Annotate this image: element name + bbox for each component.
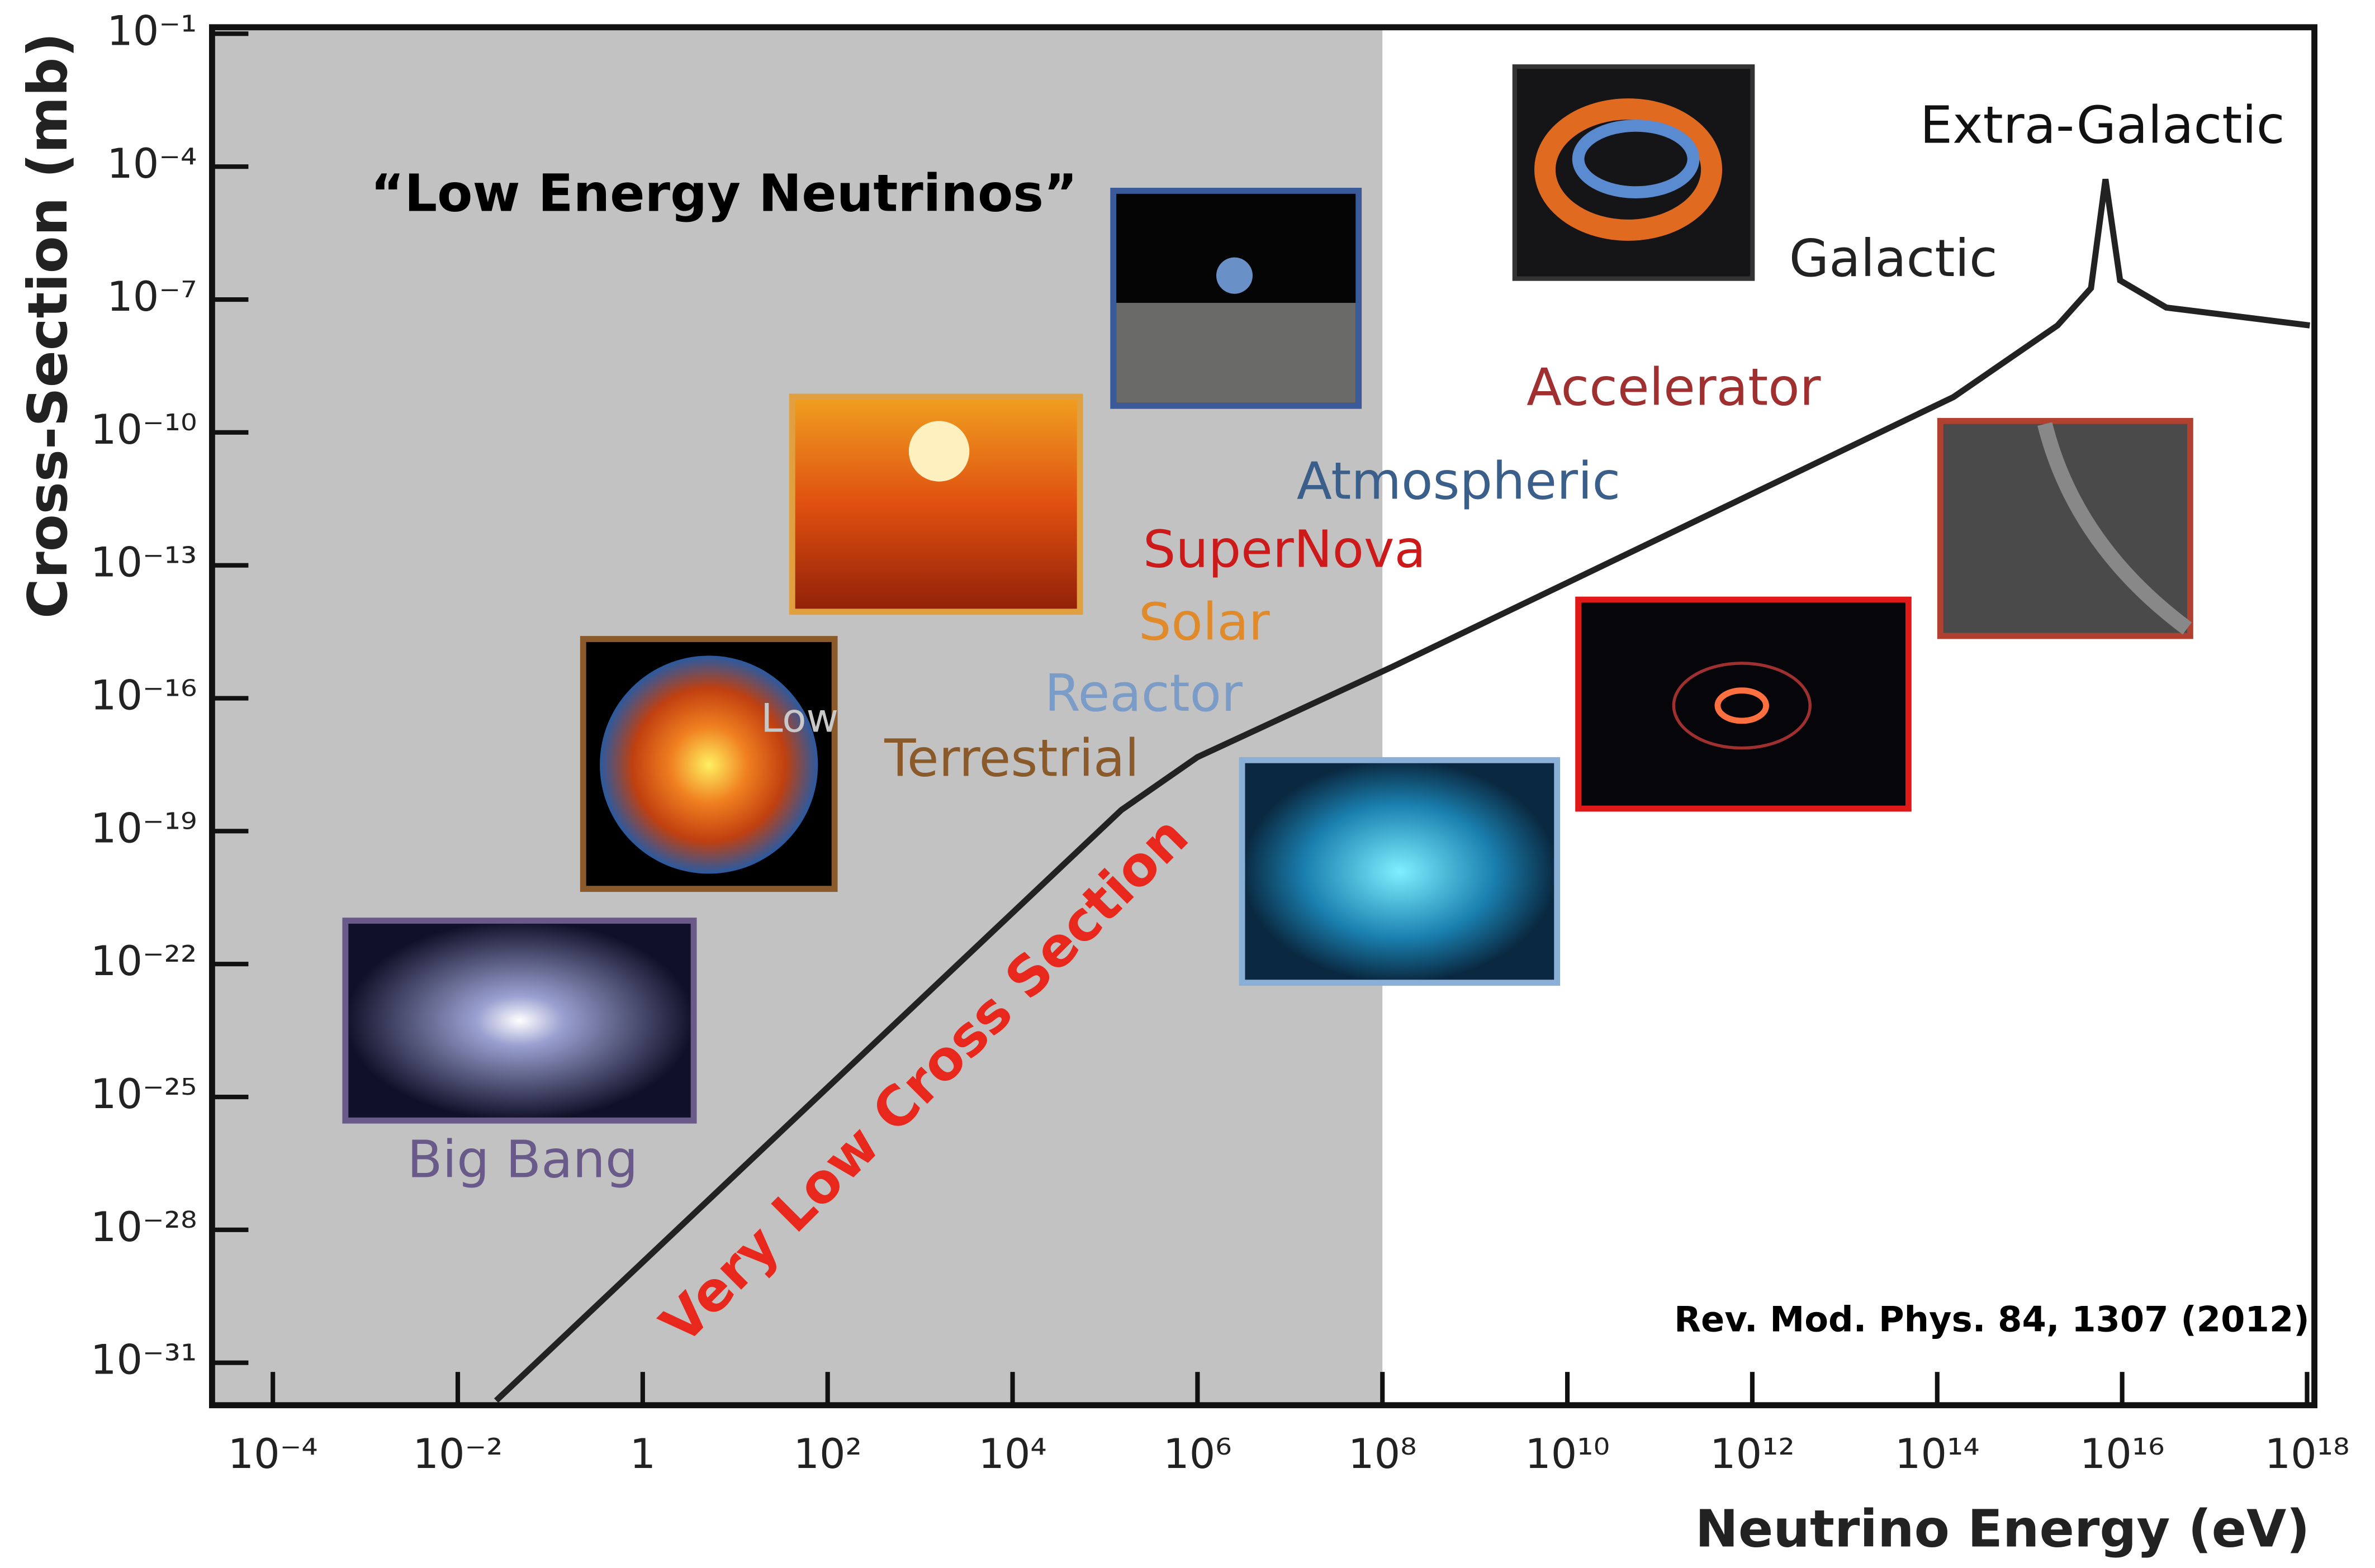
y-tick-label: 10⁻³¹ bbox=[91, 1337, 197, 1384]
annotation: SuperNova bbox=[1143, 519, 1426, 579]
annotation: Rev. Mod. Phys. 84, 1307 (2012) bbox=[1674, 1299, 2310, 1340]
pictures bbox=[342, 64, 2193, 1124]
x-axis-title: Neutrino Energy (eV) bbox=[1695, 1499, 2310, 1559]
cross-section-curve bbox=[494, 178, 2311, 1403]
y-tick-label: 10⁻¹³ bbox=[91, 539, 197, 587]
y-axis-title: Cross-Section (mb) bbox=[16, 32, 80, 619]
x-tick-label: 10⁶ bbox=[1163, 1431, 1231, 1478]
y-tick-label: 10⁻²⁵ bbox=[91, 1071, 197, 1118]
annotation: Atmospheric bbox=[1297, 451, 1620, 511]
galaxy-image-detail bbox=[1572, 120, 1700, 198]
supernova-image-detail bbox=[1714, 687, 1770, 724]
y-tick-label: 10⁻²² bbox=[91, 938, 197, 985]
annotation: Reactor bbox=[1045, 663, 1243, 723]
annotation: Big Bang bbox=[407, 1129, 638, 1190]
supernova-image bbox=[1575, 596, 1912, 812]
x-tick-label: 10¹⁶ bbox=[2080, 1431, 2165, 1478]
sun-image-detail bbox=[908, 421, 970, 482]
x-tick-label: 10² bbox=[793, 1431, 861, 1478]
supernova-image-detail bbox=[1672, 662, 1812, 750]
y-tick-label: 10⁻⁴ bbox=[107, 140, 197, 188]
plot bbox=[494, 178, 2311, 1403]
x-tick-label: 10⁴ bbox=[978, 1431, 1046, 1478]
annotation: Accelerator bbox=[1527, 357, 1821, 417]
x-tick-label: 1 bbox=[630, 1431, 656, 1478]
x-tick-label: 10¹² bbox=[1710, 1431, 1795, 1478]
plot-frame bbox=[208, 24, 2318, 1409]
earthrise-image-detail bbox=[1216, 257, 1253, 294]
earthrise-image-detail bbox=[1116, 302, 1356, 403]
y-tick-label: 10⁻⁷ bbox=[107, 273, 197, 321]
big-bang-image bbox=[342, 918, 697, 1124]
annotation: Low bbox=[761, 695, 838, 741]
y-tick-label: 10⁻¹ bbox=[107, 7, 197, 55]
annotation: Extra-Galactic bbox=[1920, 95, 2285, 155]
annotation: “Low Energy Neutrinos” bbox=[371, 163, 1078, 224]
x-tick-label: 10⁻² bbox=[413, 1431, 503, 1478]
galaxy-image-detail bbox=[1534, 98, 1723, 241]
cosmic-ray-image-detail bbox=[2037, 422, 2192, 635]
x-tick-label: 10⁻⁴ bbox=[228, 1431, 318, 1478]
y-tick-label: 10⁻²⁸ bbox=[91, 1204, 197, 1251]
reactor-image bbox=[1239, 757, 1561, 986]
x-tick-label: 10⁸ bbox=[1348, 1431, 1416, 1478]
x-tick-label: 10¹⁴ bbox=[1895, 1431, 1980, 1478]
annotation: Solar bbox=[1139, 592, 1270, 652]
x-tick-label: 10¹⁸ bbox=[2265, 1431, 2350, 1478]
x-tick-label: 10¹⁰ bbox=[1525, 1431, 1610, 1478]
annotation: Galactic bbox=[1789, 228, 1998, 288]
y-tick-label: 10⁻¹⁹ bbox=[91, 805, 197, 852]
annotation: Terrestrial bbox=[884, 728, 1139, 788]
y-tick-label: 10⁻¹⁶ bbox=[91, 672, 197, 720]
y-tick-label: 10⁻¹⁰ bbox=[91, 406, 197, 454]
earth-core-image-detail bbox=[600, 655, 818, 874]
